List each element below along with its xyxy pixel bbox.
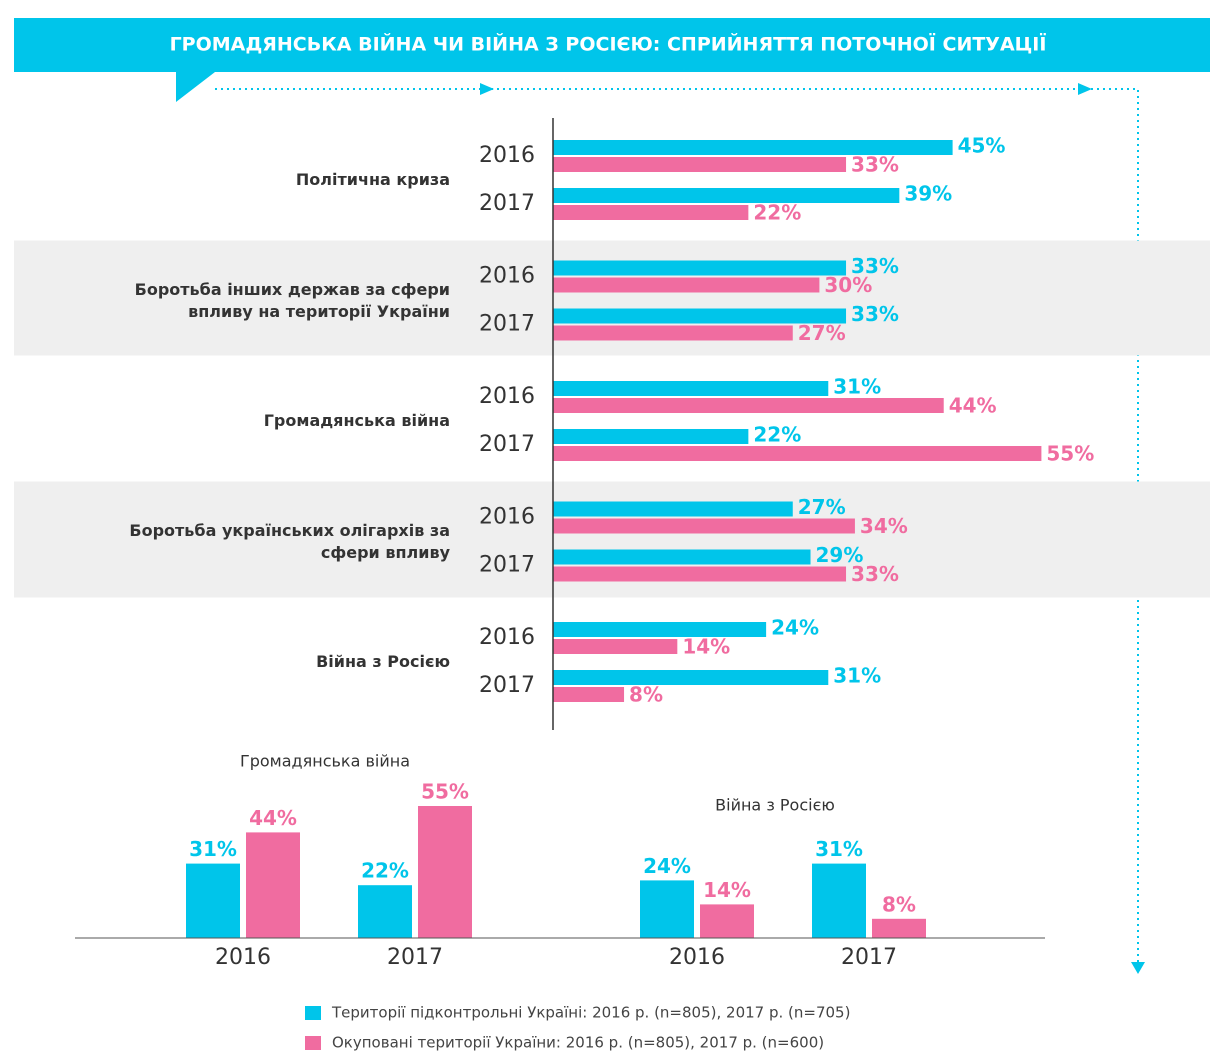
value-label: 31% bbox=[833, 375, 881, 399]
x-tick-label: 2016 bbox=[669, 945, 725, 970]
value-label: 31% bbox=[833, 664, 881, 688]
x-tick-label: 2017 bbox=[387, 945, 443, 970]
bar bbox=[553, 549, 811, 565]
title-banner bbox=[14, 18, 1210, 102]
value-label: 44% bbox=[249, 806, 297, 830]
value-label: 55% bbox=[421, 780, 469, 804]
chart-title: Громадянська війна bbox=[240, 752, 410, 771]
value-label: 24% bbox=[643, 854, 691, 878]
bar bbox=[700, 904, 754, 938]
value-label: 30% bbox=[824, 273, 872, 297]
value-label: 39% bbox=[904, 182, 952, 206]
legend-label: Території підконтрольні Україні: 2016 р.… bbox=[331, 1004, 850, 1022]
bar bbox=[553, 325, 793, 341]
bar bbox=[418, 806, 472, 938]
value-label: 8% bbox=[882, 892, 916, 916]
bar bbox=[358, 885, 412, 938]
value-label: 55% bbox=[1046, 442, 1094, 466]
value-label: 24% bbox=[771, 616, 819, 640]
year-label: 2017 bbox=[479, 673, 535, 698]
category-label: Війна з Росією bbox=[316, 652, 450, 671]
bar bbox=[553, 566, 847, 582]
x-tick-label: 2017 bbox=[841, 945, 897, 970]
bar bbox=[553, 157, 847, 172]
bar bbox=[553, 398, 944, 413]
bar bbox=[553, 639, 678, 654]
title: ГРОМАДЯНСЬКА ВІЙНА ЧИ ВІЙНА З РОСІЄЮ: СП… bbox=[170, 32, 1047, 56]
year-label: 2016 bbox=[479, 264, 535, 289]
year-label: 2017 bbox=[479, 432, 535, 457]
value-label: 22% bbox=[361, 859, 409, 883]
year-label: 2016 bbox=[479, 143, 535, 168]
value-label: 33% bbox=[851, 254, 899, 278]
value-label: 34% bbox=[860, 514, 908, 538]
legend-swatch bbox=[305, 1036, 321, 1050]
value-label: 33% bbox=[851, 302, 899, 326]
value-label: 31% bbox=[815, 837, 863, 861]
bar bbox=[553, 622, 767, 637]
bar bbox=[553, 260, 847, 276]
bar bbox=[553, 429, 749, 444]
value-label: 29% bbox=[816, 543, 864, 567]
bar bbox=[246, 832, 300, 938]
legend-label: Окуповані території України: 2016 р. (n=… bbox=[332, 1034, 824, 1052]
category-label: Боротьба українських олігархів за сфери … bbox=[129, 520, 450, 562]
bar bbox=[553, 518, 855, 534]
x-tick-label: 2016 bbox=[215, 945, 271, 970]
value-label: 14% bbox=[682, 635, 730, 659]
category-label: Боротьба інших держав за сфери впливу на… bbox=[134, 279, 450, 321]
legend-swatch bbox=[305, 1006, 321, 1020]
value-label: 45% bbox=[958, 134, 1006, 158]
bar bbox=[553, 277, 820, 293]
bar bbox=[553, 381, 829, 396]
value-label: 27% bbox=[798, 495, 846, 519]
year-label: 2016 bbox=[479, 384, 535, 409]
category-label: Громадянська війна bbox=[263, 411, 450, 430]
year-label: 2017 bbox=[479, 553, 535, 578]
value-label: 31% bbox=[189, 837, 237, 861]
value-label: 33% bbox=[851, 153, 899, 177]
bar bbox=[812, 863, 866, 938]
value-label: 14% bbox=[703, 878, 751, 902]
chart-title: Війна з Росією bbox=[715, 796, 835, 815]
bar bbox=[640, 880, 694, 938]
category-label: Політична криза bbox=[295, 170, 450, 189]
bar bbox=[872, 918, 926, 938]
bar bbox=[553, 446, 1042, 461]
value-label: 33% bbox=[851, 562, 899, 586]
bar bbox=[553, 205, 749, 220]
bar bbox=[553, 687, 625, 702]
bar bbox=[553, 670, 829, 685]
bar bbox=[553, 501, 793, 517]
bar bbox=[553, 140, 953, 155]
value-label: 22% bbox=[753, 201, 801, 225]
bar bbox=[553, 188, 900, 203]
bar bbox=[553, 308, 847, 324]
value-label: 22% bbox=[753, 423, 801, 447]
dotted-guide bbox=[215, 88, 1139, 962]
year-label: 2016 bbox=[479, 625, 535, 650]
value-label: 44% bbox=[949, 394, 997, 418]
bar bbox=[186, 863, 240, 938]
value-label: 27% bbox=[798, 321, 846, 345]
value-label: 8% bbox=[629, 683, 663, 707]
year-label: 2017 bbox=[479, 191, 535, 216]
year-label: 2016 bbox=[479, 505, 535, 530]
year-label: 2017 bbox=[479, 312, 535, 337]
